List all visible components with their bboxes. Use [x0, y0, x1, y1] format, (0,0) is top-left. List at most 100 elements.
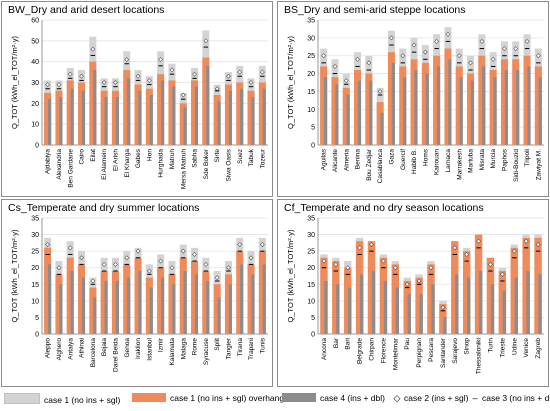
- bar-case1-overhang: [331, 77, 339, 145]
- x-tick-label: Hon: [146, 149, 153, 161]
- bar-case1-overhang: [78, 82, 86, 145]
- x-tick-label: Perpignan: [416, 338, 423, 368]
- x-tick-label: Kalamata: [169, 338, 176, 366]
- x-tick-label: Santander: [440, 337, 447, 368]
- chart-title: BW_Dry and arid desert locations: [8, 4, 165, 16]
- bar-case4: [425, 73, 429, 145]
- bar-case1-overhang: [134, 84, 142, 145]
- bar-case4: [502, 290, 507, 334]
- bar-case4: [70, 271, 74, 334]
- x-tick-label: Iraklion: [135, 338, 142, 359]
- diamond-marker-icon: ◇: [393, 393, 401, 403]
- marker-case2: [192, 71, 197, 77]
- x-tick-label: Sde Boker: [203, 148, 210, 179]
- marker-case2: [79, 73, 84, 79]
- marker-case2: [440, 305, 446, 310]
- y-tick-label: 10: [307, 298, 315, 305]
- bar-case4: [48, 264, 52, 334]
- x-tick-label: Tozeur: [259, 148, 266, 168]
- bar-case1-overhang: [421, 62, 429, 145]
- x-tick-label: Florence: [380, 338, 387, 364]
- bar-case1-overhang: [462, 251, 471, 334]
- bar-case1-overhang: [66, 80, 74, 145]
- bar-case1-overhang: [44, 92, 52, 145]
- bar-case4: [527, 66, 531, 145]
- marker-case2: [464, 252, 470, 257]
- bar-case4: [348, 287, 352, 334]
- bar-case1-overhang: [444, 48, 452, 146]
- x-tick-label: Cairo: [79, 149, 86, 165]
- marker-case2: [404, 281, 410, 287]
- bar-case1-overhang: [355, 241, 364, 334]
- bar-case1-overhang: [534, 66, 542, 145]
- bar-case4: [262, 88, 266, 145]
- chart-title: Cs_Temperate and dry summer locations: [8, 202, 200, 214]
- x-tick-label: Mersa Matruh: [180, 149, 187, 189]
- marker-case2: [456, 53, 462, 59]
- marker-case2: [124, 255, 130, 261]
- legend-item-case1: case 1 (no ins + sgl): [4, 393, 120, 405]
- marker-case2: [400, 53, 406, 59]
- bar-case4: [357, 80, 362, 145]
- bar-case4: [93, 70, 97, 145]
- bar-case4: [407, 294, 411, 334]
- bar-case4: [391, 62, 395, 145]
- bar-case1-overhang: [111, 90, 119, 145]
- bar-case4: [183, 271, 187, 334]
- x-tick-label: Venice: [523, 338, 530, 358]
- bar-case1-overhang: [433, 55, 441, 145]
- x-tick-label: Chirpan: [369, 338, 376, 361]
- bar-case4: [346, 95, 350, 145]
- marker-case2: [113, 80, 118, 85]
- bar-case1-overhang: [354, 70, 362, 145]
- bar-case4: [59, 97, 63, 145]
- marker-case2: [203, 38, 209, 44]
- x-tick-label: Bou Zedjar: [366, 148, 373, 181]
- bar-case4: [538, 274, 542, 334]
- chart-svg-bs: 0 5 10 15 20 25 30 35 Q_TOT (kWh_el_TOT/m²·y) Agu…: [286, 18, 544, 183]
- marker-case2: [428, 265, 434, 271]
- x-tick-label: Gabes: [135, 148, 142, 168]
- bar-case4: [217, 297, 221, 334]
- y-tick-label: 35: [307, 216, 315, 223]
- x-tick-label: Marrakesh: [456, 149, 463, 180]
- bar-case4: [459, 77, 463, 145]
- y-tick-label: 25: [307, 249, 315, 256]
- legend-item-overhang: case 1 (no ins + sgl) overhang: [132, 393, 284, 403]
- bar-case4: [115, 97, 119, 145]
- bar-case4: [383, 280, 388, 334]
- marker-case2: [343, 78, 349, 84]
- bar-case1-overhang: [111, 271, 119, 334]
- bar-case1-overhang: [123, 264, 131, 334]
- y-tick-label: 20: [307, 71, 315, 78]
- marker-case2: [389, 35, 394, 41]
- legend-item-case2: ◇ case 2 (ins + sgl): [392, 393, 469, 404]
- legend-label: case 2 (ins + sgl): [404, 393, 469, 403]
- bar-case1-overhang: [89, 287, 97, 334]
- bar-case1-overhang: [224, 84, 232, 145]
- x-tick-label: Sinop: [464, 338, 471, 355]
- marker-case2: [321, 53, 327, 59]
- y-tick-label: 30: [307, 35, 315, 42]
- y-tick-label: 50: [31, 38, 39, 45]
- x-tick-label: Barcelona: [90, 338, 97, 368]
- x-tick-label: El Arish: [112, 149, 119, 171]
- y-tick-label: 30: [307, 232, 315, 239]
- marker-case2: [226, 265, 231, 271]
- marker-case2: [90, 278, 96, 284]
- marker-case2: [422, 49, 428, 55]
- marker-case2: [192, 252, 197, 257]
- x-tick-label: Eilat: [90, 149, 97, 162]
- bar-case4: [217, 101, 221, 145]
- bar-case1-overhang: [157, 74, 165, 145]
- bar-case1-overhang: [332, 261, 340, 334]
- x-tick-label: Belgrade: [357, 338, 364, 364]
- x-tick-label: Larnaca: [445, 149, 452, 173]
- bar-case4: [336, 284, 340, 334]
- bar-case4: [228, 90, 232, 145]
- bar-case1-overhang: [145, 88, 153, 145]
- x-tick-label: Syracuse: [203, 338, 210, 365]
- x-tick-label: Suez: [237, 149, 244, 164]
- x-tick-label: Zagreb: [535, 338, 542, 359]
- x-tick-label: Gaza: [388, 149, 395, 165]
